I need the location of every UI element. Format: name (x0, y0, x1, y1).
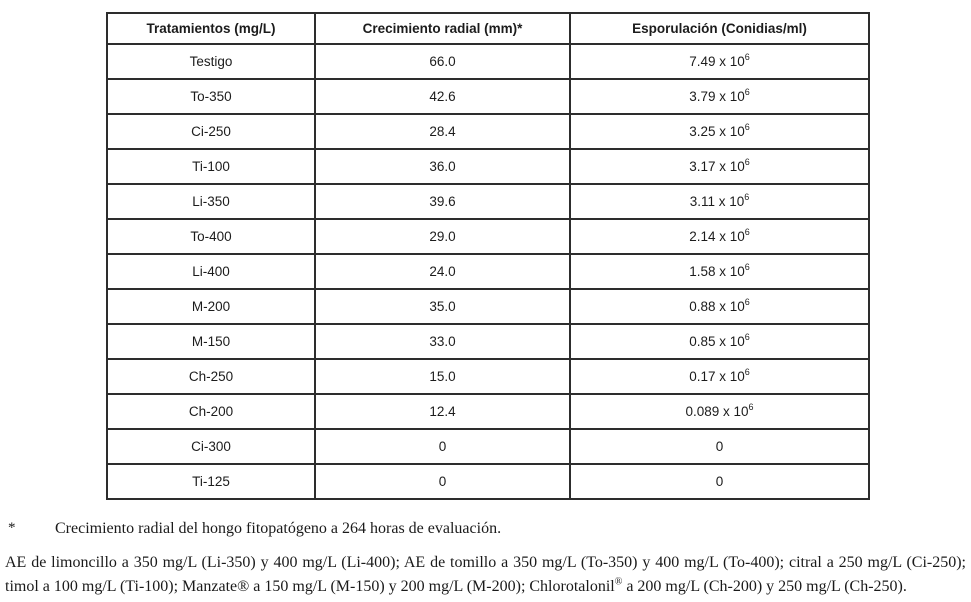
sporulation-cell: 7.49 x 106 (569, 43, 870, 80)
growth-cell: 28.4 (314, 113, 571, 150)
table-row: Ci-300 0 0 (106, 428, 870, 465)
sporulation-exponent: 6 (744, 192, 750, 202)
sporulation-cell: 3.79 x 106 (569, 78, 870, 115)
table-row: M-150 33.0 0.85 x 106 (106, 323, 870, 360)
treatment-cell: M-200 (106, 288, 316, 325)
treatment-cell: M-150 (106, 323, 316, 360)
growth-cell: 39.6 (314, 183, 571, 220)
sporulation-cell: 0 (569, 428, 870, 465)
table-row: Ti-100 36.0 3.17 x 106 (106, 148, 870, 185)
treatment-cell: To-350 (106, 78, 316, 115)
treatment-cell: Ti-100 (106, 148, 316, 185)
sporulation-exponent: 6 (748, 402, 754, 412)
abbreviations-text-end: a 200 mg/L (Ch-200) y 250 mg/L (Ch-250). (622, 577, 907, 595)
growth-cell: 36.0 (314, 148, 571, 185)
treatment-cell: Li-350 (106, 183, 316, 220)
growth-cell: 0 (314, 428, 571, 465)
table-row: Li-400 24.0 1.58 x 106 (106, 253, 870, 290)
header-sporulation: Esporulación (Conidias/ml) (569, 12, 870, 45)
table-row: Ch-250 15.0 0.17 x 106 (106, 358, 870, 395)
table-row: Testigo 66.0 7.49 x 106 (106, 43, 870, 80)
treatment-cell: Ch-200 (106, 393, 316, 430)
growth-cell: 33.0 (314, 323, 571, 360)
table-body: Testigo 66.0 7.49 x 106 To-350 42.6 3.79 x 10… (106, 43, 870, 500)
sporulation-cell: 0.089 x 106 (569, 393, 870, 430)
treatment-cell: Li-400 (106, 253, 316, 290)
treatment-cell: Ci-300 (106, 428, 316, 465)
table-row: To-350 42.6 3.79 x 106 (106, 78, 870, 115)
header-radial-growth: Crecimiento radial (mm)* (314, 12, 571, 45)
table-row: Ci-250 28.4 3.25 x 106 (106, 113, 870, 150)
sporulation-cell: 2.14 x 106 (569, 218, 870, 255)
sporulation-exponent: 6 (744, 157, 750, 167)
footnote-abbreviations: AE de limoncillo a 350 mg/L (Li-350) y 4… (5, 551, 966, 598)
sporulation-exponent: 6 (744, 87, 750, 97)
treatment-cell: Ch-250 (106, 358, 316, 395)
table-row: Ch-200 12.4 0.089 x 106 (106, 393, 870, 430)
sporulation-cell: 3.17 x 106 (569, 148, 870, 185)
table-row: Li-350 39.6 3.11 x 106 (106, 183, 870, 220)
registered-trademark-mark: ® (614, 576, 623, 588)
sporulation-cell: 0.88 x 106 (569, 288, 870, 325)
table-row: To-400 29.0 2.14 x 106 (106, 218, 870, 255)
abbreviations-text-start: AE de limoncillo a 350 mg/L (Li-350) y 4… (5, 554, 966, 595)
header-treatments: Tratamientos (mg/L) (106, 12, 316, 45)
treatment-cell: Ci-250 (106, 113, 316, 150)
sporulation-cell: 1.58 x 106 (569, 253, 870, 290)
treatment-cell: Testigo (106, 43, 316, 80)
footnote-radial-growth: * Crecimiento radial del hongo fitopatóg… (8, 520, 958, 538)
growth-cell: 29.0 (314, 218, 571, 255)
sporulation-cell: 0 (569, 463, 870, 500)
sporulation-cell: 3.25 x 106 (569, 113, 870, 150)
growth-cell: 42.6 (314, 78, 571, 115)
sporulation-exponent: 6 (744, 367, 750, 377)
growth-cell: 24.0 (314, 253, 571, 290)
footnote-text: Crecimiento radial del hongo fitopatógen… (55, 520, 502, 537)
growth-cell: 66.0 (314, 43, 571, 80)
growth-cell: 0 (314, 463, 571, 500)
growth-cell: 12.4 (314, 393, 571, 430)
sporulation-cell: 0.17 x 106 (569, 358, 870, 395)
sporulation-exponent: 6 (744, 262, 750, 272)
treatment-cell: Ti-125 (106, 463, 316, 500)
sporulation-exponent: 6 (744, 297, 750, 307)
sporulation-cell: 3.11 x 106 (569, 183, 870, 220)
sporulation-cell: 0.85 x 106 (569, 323, 870, 360)
table-row: M-200 35.0 0.88 x 106 (106, 288, 870, 325)
sporulation-exponent: 6 (744, 52, 750, 62)
header-row: Tratamientos (mg/L) Crecimiento radial (… (106, 12, 870, 45)
sporulation-exponent: 6 (744, 227, 750, 237)
sporulation-exponent: 6 (744, 122, 750, 132)
sporulation-exponent: 6 (744, 332, 750, 342)
results-table: Tratamientos (mg/L) Crecimiento radial (… (106, 12, 870, 500)
table-row: Ti-125 0 0 (106, 463, 870, 500)
growth-cell: 15.0 (314, 358, 571, 395)
treatment-cell: To-400 (106, 218, 316, 255)
footnote-marker: * (8, 520, 16, 536)
growth-cell: 35.0 (314, 288, 571, 325)
